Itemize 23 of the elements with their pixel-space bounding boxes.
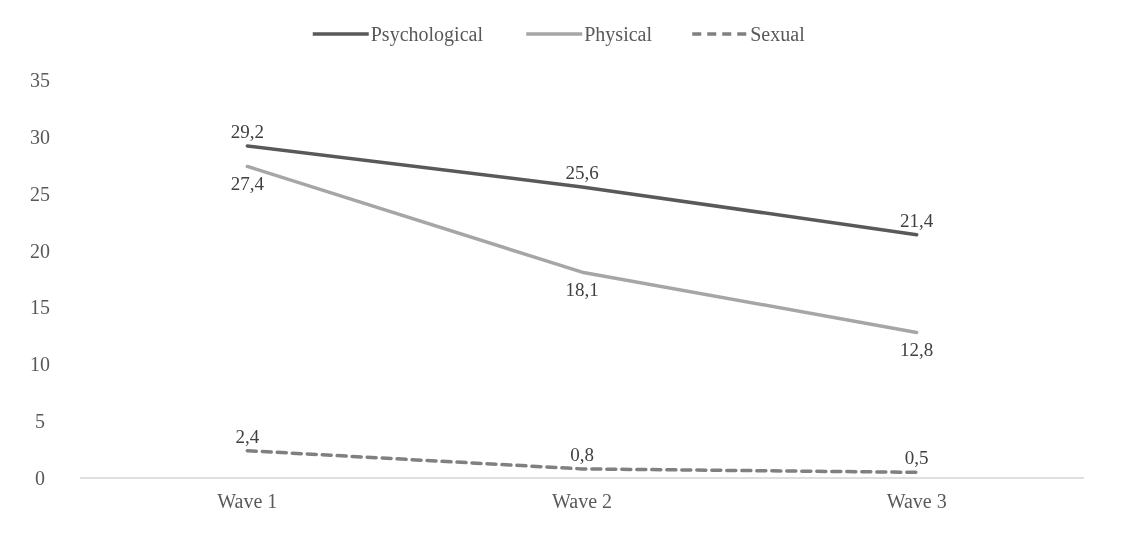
y-tick-label: 0 [35, 467, 45, 489]
x-tick-label: Wave 3 [886, 490, 947, 512]
data-label: 2,4 [235, 425, 260, 447]
legend-label: Physical [584, 23, 653, 46]
data-label: 21,4 [900, 209, 934, 231]
legend-label: Sexual [750, 23, 806, 45]
y-tick-label: 35 [30, 69, 50, 91]
data-label: 0,5 [904, 447, 929, 469]
data-label: 27,4 [230, 173, 265, 195]
x-tick-label: Wave 1 [217, 490, 278, 512]
y-tick-label: 15 [30, 296, 50, 319]
data-label: 12,8 [900, 339, 934, 361]
x-tick-label: Wave 2 [551, 490, 613, 512]
data-label: 25,6 [565, 161, 599, 183]
y-tick-label: 25 [30, 182, 50, 205]
y-tick-label: 10 [30, 353, 50, 376]
y-tick-label: 20 [30, 239, 50, 262]
data-label: 0,8 [570, 443, 594, 465]
data-label: 29,2 [230, 120, 264, 142]
y-tick-label: 5 [35, 410, 45, 433]
legend-label: Psychological [370, 23, 484, 46]
y-tick-label: 30 [30, 125, 50, 148]
data-label: 18,1 [565, 279, 599, 301]
